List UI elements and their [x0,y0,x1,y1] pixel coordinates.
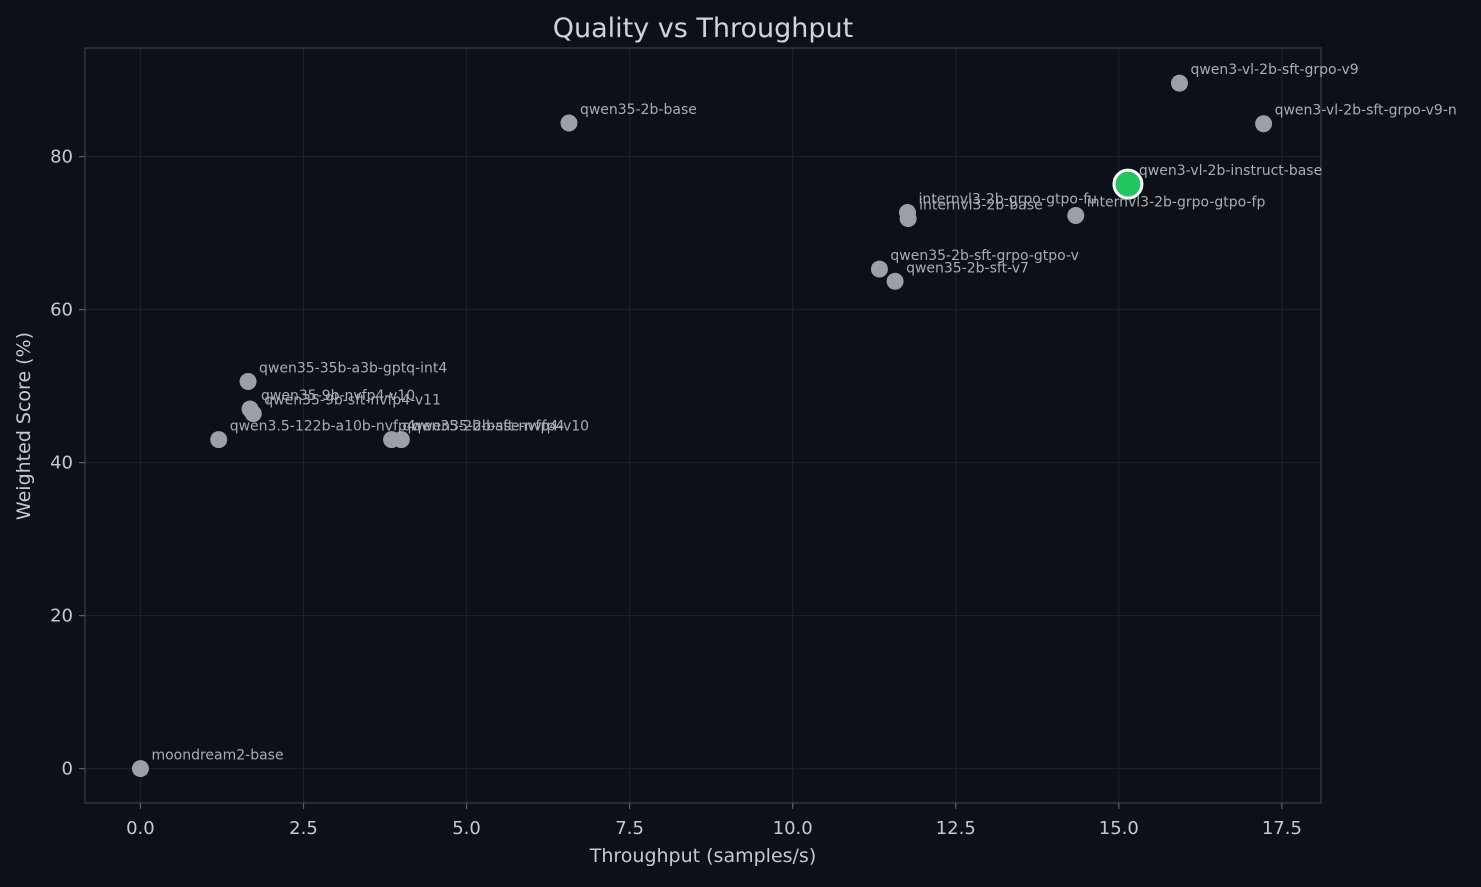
data-point [1255,115,1273,133]
data-point [870,260,888,278]
y-tick-label: 40 [50,453,73,474]
point-label: qwen35-2b-sft-v7 [906,260,1029,276]
data-point [210,431,228,449]
point-label: qwen3-vl-2b-sft-grpo-v9 [1190,62,1358,78]
x-tick-label: 2.5 [289,818,318,839]
y-tick-label: 60 [50,300,73,321]
x-tick-label: 10.0 [773,818,813,839]
point-label: qwen35-35b-a3b-gptq-int4 [259,361,447,377]
x-tick-label: 17.5 [1262,818,1302,839]
axis-ticks: 0.0 2.5 5.0 7.5 10.0 12.5 15.0 17.5 0 20 40 60 80 [50,147,1302,839]
chart-title: Quality vs Throughput [553,13,854,44]
point-label: qwen35-2b-sft-grpo-gtpo-v [890,248,1079,264]
point-label: qwen35-2b-sft-nvfp4-v10 [412,419,589,435]
data-point-highlight [1112,168,1144,200]
data-point [131,760,149,778]
x-tick-label: 12.5 [936,818,976,839]
x-tick-label: 0.0 [126,818,155,839]
data-points [131,74,1273,778]
x-tick-label: 5.0 [452,818,481,839]
point-label: qwen35-2b-base-nvfp4 [403,419,565,435]
y-axis-label: Weighted Score (%) [13,332,35,520]
data-point [1067,207,1085,225]
grid [85,48,1321,803]
point-label: internvl3-2b-grpo-gtpo-fp [1087,195,1266,211]
data-point [1170,74,1188,92]
point-label: qwen3-vl-2b-instruct-base [1139,163,1322,179]
y-tick-label: 80 [50,147,73,168]
data-point [392,431,410,449]
point-label: qwen35-2b-base [580,102,697,118]
plot-frame [84,47,1322,804]
x-tick-label: 15.0 [1099,818,1139,839]
x-axis-label: Throughput (samples/s) [589,845,817,867]
point-label: internvl3-2b-grpo-gtpo-fu [918,191,1097,207]
point-label: qwen35-9b-nvfp4-v10 [261,388,415,404]
data-point [560,114,578,132]
point-label: internvl3-2b-base [919,198,1043,214]
data-point [239,373,257,391]
data-point [899,210,917,228]
point-label: qwen35-9b-sft-nvfp4-v11 [264,393,441,409]
point-labels: moondream2-baseqwen3.5-122b-a10b-nvfp4qw… [151,62,1456,763]
x-tick-label: 7.5 [615,818,644,839]
point-label: moondream2-base [151,748,283,764]
point-label: qwen3.5-122b-a10b-nvfp4 [230,419,416,435]
data-point [244,405,262,423]
y-tick-label: 20 [50,606,73,627]
point-label: qwen3-vl-2b-sft-grpo-v9-n [1275,103,1457,119]
data-point [886,272,904,290]
y-tick-label: 0 [62,759,73,780]
